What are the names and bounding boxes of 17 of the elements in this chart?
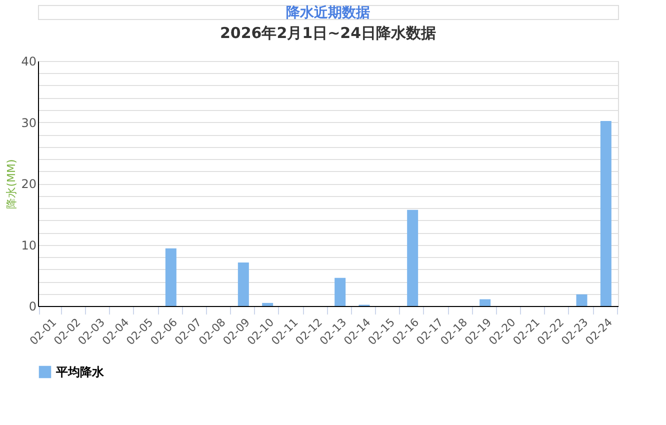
bar xyxy=(165,248,176,306)
bar xyxy=(407,210,418,306)
bar xyxy=(238,262,249,306)
legend-label: 平均降水 xyxy=(55,365,105,379)
chart-title: 2026年2月1日~24日降水数据 xyxy=(220,24,436,42)
bar xyxy=(576,294,588,306)
text: 降水近期数据 xyxy=(286,4,370,21)
y-tick-label: 40 xyxy=(21,54,36,68)
y-axis-title: 降水(MM) xyxy=(5,159,18,209)
bar xyxy=(480,299,491,306)
y-tick-label: 30 xyxy=(21,116,36,130)
bar xyxy=(600,121,612,306)
y-tick-label: 0 xyxy=(28,300,36,314)
y-tick-label: 10 xyxy=(21,238,36,252)
bar xyxy=(334,278,346,306)
y-tick-label: 20 xyxy=(21,177,36,191)
bar xyxy=(262,302,274,306)
